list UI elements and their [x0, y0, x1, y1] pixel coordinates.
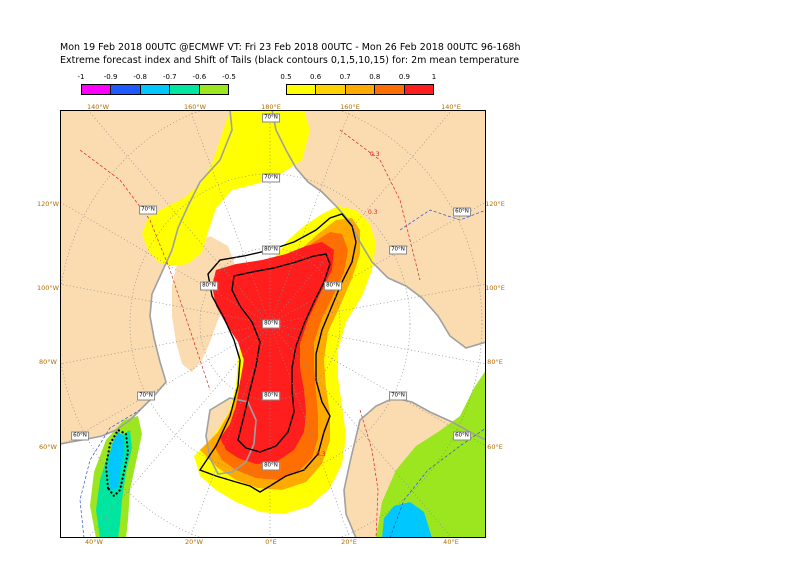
map-frame	[60, 110, 486, 538]
efi-neg-scandinavia	[376, 370, 486, 538]
coastline-siberia	[271, 110, 486, 349]
legend-negative: -1 -0.9 -0.8 -0.7 -0.6 -0.5	[77, 73, 236, 97]
legend-negative-bar	[81, 84, 229, 95]
coastline-scandinavia	[343, 397, 486, 538]
legend-swatch	[316, 85, 346, 94]
legend-swatch	[140, 85, 171, 94]
lon-label-bottom: 40°E	[443, 538, 459, 546]
coastline-greenland	[205, 397, 257, 475]
legend-positive-ticks: 0.5 0.6 0.7 0.8 0.9 1	[280, 73, 437, 83]
meridian-120e	[269, 201, 486, 325]
meridian-100w	[60, 283, 271, 325]
efi-09-region	[212, 242, 334, 464]
lon-label-left: 100°W	[36, 284, 60, 292]
lon-label-right: 80°E	[487, 358, 503, 366]
meridian-80w	[60, 323, 271, 365]
lat-label: 70°N	[262, 113, 280, 123]
lon-label-top: 140°E	[441, 103, 461, 111]
efi-map: 0.3 0.3 0.3 140°W 160°W 180°E 160°E 140°…	[37, 103, 505, 546]
legend-swatch	[170, 85, 200, 94]
legend-tick-label: 0.6	[310, 73, 322, 81]
blue-dashed-contour-east	[389, 427, 486, 538]
lon-label-top: 160°W	[183, 103, 207, 111]
lon-label-top: 180°E	[261, 103, 281, 111]
legend-swatch	[404, 85, 434, 94]
lon-label-right: 100°E	[485, 284, 505, 292]
efi-05-pacific	[142, 110, 310, 266]
land-siberia	[272, 110, 486, 348]
lat-label: 80°N	[262, 319, 280, 329]
sot-contour-outer	[198, 213, 357, 493]
lat-label: 70°N	[139, 205, 157, 215]
map-title: Mon 19 Feb 2018 00UTC @ECMWF VT: Fri 23 …	[60, 42, 521, 53]
lat-label: 80°N	[262, 245, 280, 255]
sot-contour-inner	[231, 253, 331, 453]
legend-positive: 0.5 0.6 0.7 0.8 0.9 1	[280, 73, 437, 97]
legend-tick-label: 0.7	[339, 73, 351, 81]
legend-tick-label: -1	[77, 73, 85, 81]
lat-label: 80°N	[262, 461, 280, 471]
lat-label: 80°N	[200, 281, 218, 291]
lon-label-top: 140°W	[86, 103, 110, 111]
lon-label-bottom: 40°W	[85, 538, 103, 546]
sot-label: 0.3	[368, 209, 378, 216]
legend-swatch	[375, 85, 405, 94]
efi-neg-scandinavia-cold	[382, 502, 432, 538]
lon-label-top: 160°E	[340, 103, 360, 111]
meridian-40w	[87, 323, 271, 538]
lon-label-left: 60°W	[39, 443, 57, 451]
legend-tick-label: -0.7	[162, 73, 177, 81]
meridian-60e	[269, 323, 486, 447]
lat-label: 60°N	[453, 431, 471, 441]
lat-label: 70°N	[389, 245, 407, 255]
sot-label: 0.3	[370, 151, 380, 158]
lon-label-right: 60°E	[487, 443, 503, 451]
lon-label-right: 120°E	[485, 200, 505, 208]
map-subtitle: Extreme forecast index and Shift of Tail…	[60, 55, 520, 66]
coastline-americas	[60, 110, 233, 445]
legend-swatch	[199, 85, 229, 94]
efi-neg-greenland-cold	[108, 432, 124, 490]
legend-tick-label: -0.9	[103, 73, 118, 81]
blue-dashed-contour-west	[79, 409, 141, 538]
lon-label-bottom: 20°E	[341, 538, 357, 546]
dotted-contour-greenland	[104, 428, 130, 498]
lat-label: 80°N	[262, 391, 280, 401]
legend-tick-label: -0.5	[222, 73, 236, 81]
red-dashed-contour-atlantic	[359, 409, 379, 538]
meridian-140e	[269, 110, 453, 325]
sot-label: 0.3	[316, 451, 326, 458]
legend-negative-ticks: -1 -0.9 -0.8 -0.7 -0.6 -0.5	[77, 73, 236, 83]
lat-circle-60	[60, 110, 483, 538]
legend-swatch	[345, 85, 376, 94]
lat-label: 70°N	[389, 391, 407, 401]
lat-label: 80°N	[324, 281, 342, 291]
lon-label-bottom: 0°E	[265, 538, 277, 546]
legend-tick-label: -0.6	[192, 73, 207, 81]
legend-positive-bar	[286, 84, 434, 95]
meridian-140w	[87, 110, 271, 325]
legend-tick-label: 0.9	[398, 73, 410, 81]
legend-swatch	[287, 85, 317, 94]
legend-tick-label: 0.5	[280, 73, 292, 81]
legend-swatch	[111, 85, 141, 94]
legend-tick-label: -0.8	[133, 73, 148, 81]
legend-tick-label: 1	[431, 73, 437, 81]
land-north-america	[60, 110, 232, 444]
legend-tick-label: 0.8	[369, 73, 381, 81]
lat-label: 60°N	[71, 431, 89, 441]
meridian-40e	[269, 323, 453, 538]
lon-label-left: 120°W	[36, 200, 60, 208]
lon-label-bottom: 20°W	[185, 538, 203, 546]
red-dashed-contour-pacific	[79, 149, 211, 391]
lon-label-left: 80°W	[39, 358, 57, 366]
lat-label: 70°N	[137, 391, 155, 401]
lat-label: 70°N	[262, 173, 280, 183]
lat-label: 60°N	[453, 207, 471, 217]
blue-dashed-contour-north	[399, 209, 486, 231]
legend-swatch	[82, 85, 112, 94]
